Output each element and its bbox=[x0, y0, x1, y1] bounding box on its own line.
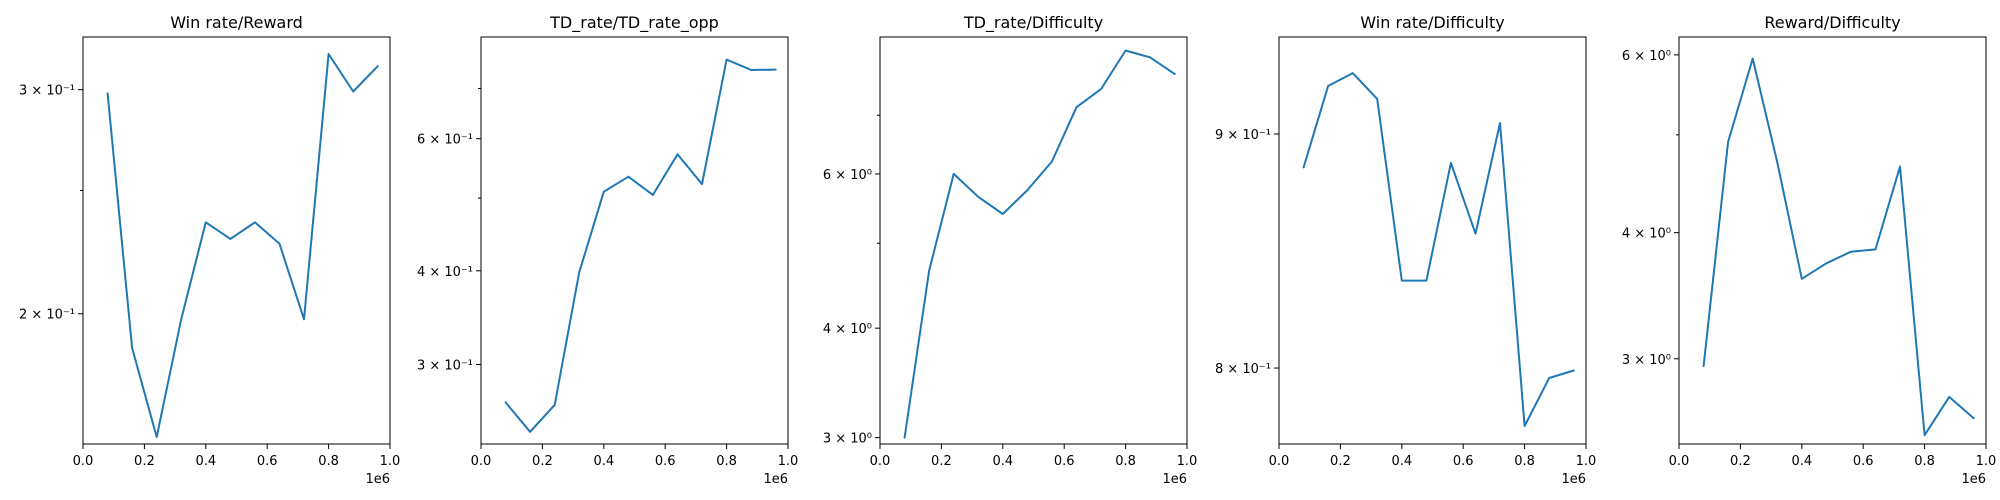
subplot-title: Win rate/Reward bbox=[170, 13, 303, 32]
y-tick-label: 6 × 10⁰ bbox=[1622, 49, 1671, 64]
subplot-4: Win rate/Difficulty 0.0 0.2 0.4 0.6 0.8 1.0 1e6… bbox=[1215, 13, 1596, 487]
x-tick-label: 1.0 bbox=[1177, 454, 1198, 469]
series-line bbox=[1702, 57, 1975, 437]
x-tick-label: 0.0 bbox=[1269, 454, 1290, 469]
x-offset-label: 1e6 bbox=[1162, 472, 1187, 487]
subplot-3: TD_rate/Difficulty 0.0 0.2 0.4 0.6 0.8 1.0 1e6 3… bbox=[823, 13, 1198, 487]
axis-frame bbox=[1278, 36, 1587, 445]
subplot-5: Reward/Difficulty 0.0 0.2 0.4 0.6 0.8 1.0 1e6 3 … bbox=[1622, 13, 1997, 487]
x-tick-label: 0.8 bbox=[1514, 454, 1535, 469]
y-tick-label: 3 × 10⁻¹ bbox=[417, 358, 473, 373]
x-tick-label: 0.0 bbox=[870, 454, 891, 469]
x-tick-label: 1.0 bbox=[778, 454, 799, 469]
axis-frame bbox=[480, 36, 789, 445]
x-tick-label: 0.0 bbox=[1669, 454, 1690, 469]
x-tick-label: 0.8 bbox=[1115, 454, 1136, 469]
x-tick-label: 0.4 bbox=[593, 454, 614, 469]
series-line bbox=[1302, 72, 1575, 427]
x-tick-label: 0.0 bbox=[73, 454, 94, 469]
x-tick-label: 0.2 bbox=[1730, 454, 1751, 469]
y-tick-label: 3 × 10⁰ bbox=[823, 432, 872, 447]
x-tick-label: 0.8 bbox=[1914, 454, 1935, 469]
y-tick-label: 3 × 10⁰ bbox=[1622, 353, 1671, 368]
y-tick-label: 8 × 10⁻¹ bbox=[1215, 362, 1271, 377]
axis-frame bbox=[1678, 36, 1987, 445]
subplot-title: Win rate/Difficulty bbox=[1360, 13, 1504, 32]
x-tick-label: 0.4 bbox=[1791, 454, 1812, 469]
subplot-1: Win rate/Reward 0.0 0.2 0.4 0.6 0.8 1.0 1e6 2 × … bbox=[19, 13, 400, 487]
x-tick-label: 0.0 bbox=[471, 454, 492, 469]
x-tick-label: 0.8 bbox=[318, 454, 339, 469]
subplot-title: TD_rate/Difficulty bbox=[963, 13, 1103, 33]
x-offset-label: 1e6 bbox=[1561, 472, 1586, 487]
x-offset-label: 1e6 bbox=[1961, 472, 1986, 487]
x-tick-label: 1.0 bbox=[380, 454, 401, 469]
y-tick-label: 4 × 10⁻¹ bbox=[417, 265, 473, 280]
x-tick-label: 0.8 bbox=[716, 454, 737, 469]
x-tick-label: 0.6 bbox=[1853, 454, 1874, 469]
y-tick-label: 3 × 10⁻¹ bbox=[19, 84, 75, 99]
subplot-title: Reward/Difficulty bbox=[1764, 13, 1900, 32]
x-tick-label: 0.6 bbox=[1453, 454, 1474, 469]
axis-frame bbox=[82, 36, 391, 445]
y-tick-label: 6 × 10⁻¹ bbox=[417, 133, 473, 148]
x-tick-label: 0.2 bbox=[134, 454, 155, 469]
x-offset-label: 1e6 bbox=[763, 472, 788, 487]
x-tick-label: 1.0 bbox=[1976, 454, 1997, 469]
x-tick-label: 0.4 bbox=[195, 454, 216, 469]
series-line bbox=[903, 49, 1176, 439]
x-tick-label: 0.4 bbox=[992, 454, 1013, 469]
x-tick-label: 1.0 bbox=[1576, 454, 1597, 469]
x-offset-label: 1e6 bbox=[365, 472, 390, 487]
y-tick-label: 4 × 10⁰ bbox=[1622, 227, 1671, 242]
x-tick-label: 0.2 bbox=[1330, 454, 1351, 469]
y-tick-label: 9 × 10⁻¹ bbox=[1215, 128, 1271, 143]
x-tick-label: 0.6 bbox=[257, 454, 278, 469]
x-tick-label: 0.2 bbox=[931, 454, 952, 469]
x-tick-label: 0.6 bbox=[1054, 454, 1075, 469]
x-tick-label: 0.4 bbox=[1391, 454, 1412, 469]
subplot-title: TD_rate/TD_rate_opp bbox=[549, 13, 719, 33]
subplot-2: TD_rate/TD_rate_opp 0.0 0.2 0.4 0.6 0.8 1.0 1e6… bbox=[417, 13, 798, 487]
x-tick-label: 0.6 bbox=[655, 454, 676, 469]
series-line bbox=[504, 58, 777, 433]
axis-frame bbox=[879, 36, 1188, 445]
y-tick-label: 2 × 10⁻¹ bbox=[19, 308, 75, 323]
y-tick-label: 6 × 10⁰ bbox=[823, 168, 872, 183]
series-line bbox=[106, 53, 379, 438]
y-tick-label: 4 × 10⁰ bbox=[823, 322, 872, 337]
x-tick-label: 0.2 bbox=[532, 454, 553, 469]
